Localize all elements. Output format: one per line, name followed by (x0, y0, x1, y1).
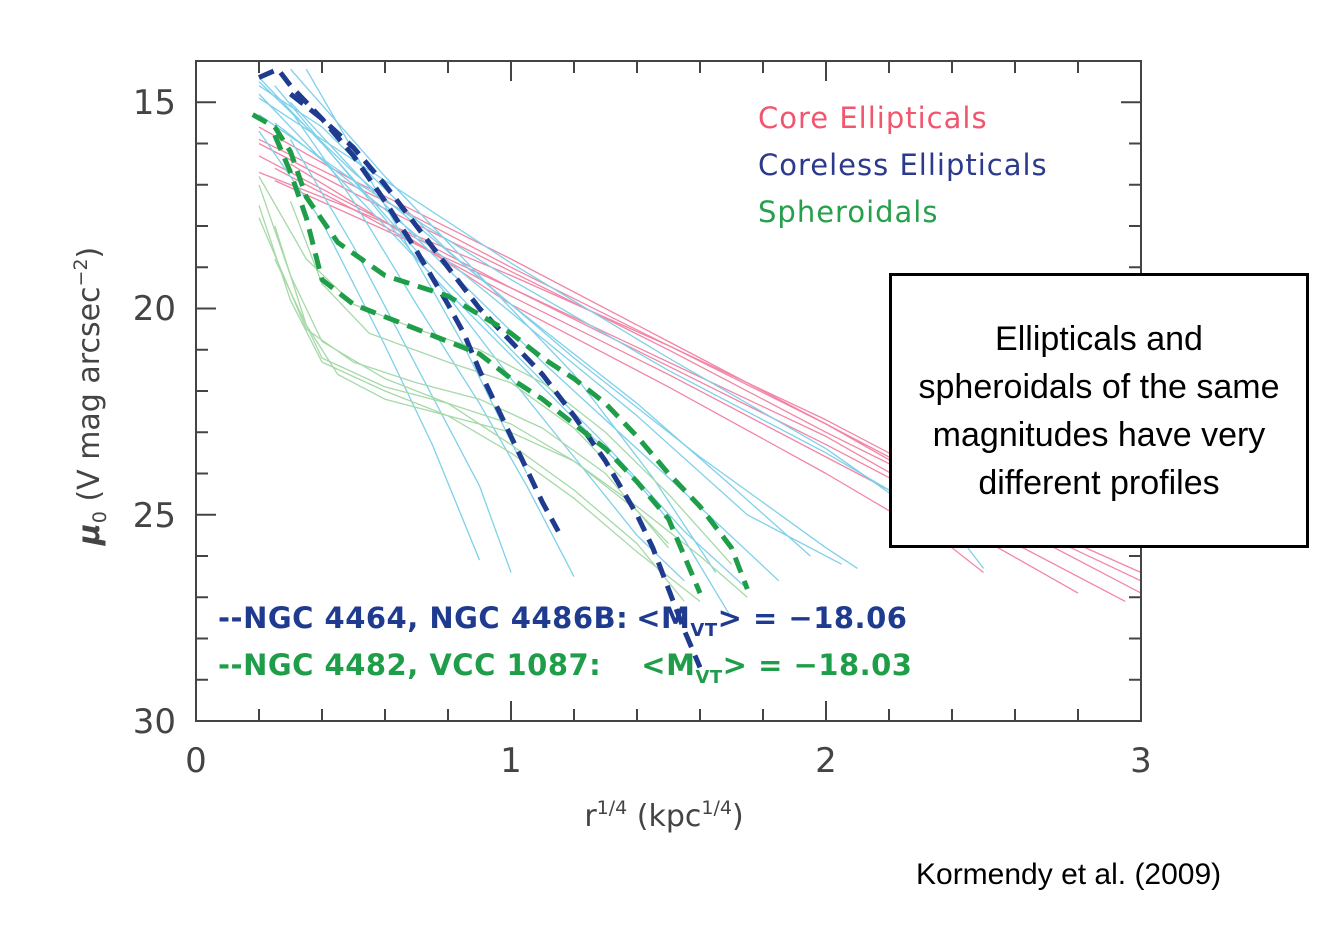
x-tick-label: 2 (815, 741, 837, 781)
y-tick-label: 20 (133, 289, 176, 329)
series-line-dashed (257, 66, 561, 533)
y-tick-labels: 15 20 25 30 (133, 83, 176, 742)
series-line (274, 85, 685, 582)
svg-text:--NGC 4464, NGC 4486B:<MVT> =: --NGC 4464, NGC 4486B: <MVT> = −18.06 (218, 601, 907, 641)
series-line-dashed (251, 112, 750, 590)
series-line (274, 258, 748, 598)
y-axis-label: μ0 (V mag arcsec−2) (70, 247, 111, 547)
annotation-ngc4464: --NGC 4464, NGC 4486B: <MVT> = −18.06 (218, 601, 907, 641)
series-line (289, 110, 575, 577)
x-tick-labels: 0 1 2 3 (185, 741, 1152, 781)
svg-text:--NGC 4482, VCC 1087:<MVT> = −: --NGC 4482, VCC 1087: <MVT> = −18.03 (218, 648, 913, 688)
series-line (258, 114, 985, 569)
series-line (258, 97, 921, 516)
series-line (290, 101, 780, 582)
annotation-mag-sub: VT (695, 667, 722, 688)
legend: Core Ellipticals Coreless Ellipticals Sp… (758, 101, 1048, 229)
y-tick-label: 15 (133, 83, 176, 123)
y-tick-label: 25 (133, 496, 176, 536)
legend-entry-coreless-ellipticals: Coreless Ellipticals (758, 148, 1048, 182)
citation: Kormendy et al. (2009) (916, 858, 1222, 891)
series-layer (251, 66, 1141, 669)
annotation-mag-prefix: <M (636, 601, 690, 635)
x-axis-label: r1/4 (kpc1/4) (584, 797, 743, 834)
series-line (289, 139, 512, 573)
series-line (274, 225, 669, 545)
annotation-mag-prefix: <M (641, 648, 695, 682)
callout-text: Ellipticals and spheroidals of the same … (918, 319, 1280, 502)
series-line-dashed (272, 134, 703, 595)
series-line (258, 93, 733, 619)
annotation-galaxies: --NGC 4464, NGC 4486B: (218, 601, 628, 635)
x-tick-label: 3 (1130, 741, 1152, 781)
series-line-dashed (288, 92, 703, 669)
series-line (274, 122, 843, 565)
y-tick-label: 30 (133, 702, 176, 742)
annotation-mag-value: > = −18.06 (718, 601, 908, 635)
annotation-galaxies: --NGC 4482, VCC 1087: (218, 648, 601, 682)
annotation-ngc4482: --NGC 4482, VCC 1087: <MVT> = −18.03 (218, 648, 913, 688)
annotation-mag-sub: VT (690, 620, 717, 641)
callout-box: Ellipticals and spheroidals of the same … (889, 273, 1309, 548)
legend-entry-core-ellipticals: Core Ellipticals (758, 101, 988, 135)
series-line (305, 68, 528, 474)
series-line (258, 176, 732, 565)
legend-entry-spheroidals: Spheroidals (758, 195, 938, 229)
series-line (258, 217, 669, 549)
series-line (258, 130, 481, 561)
annotation-mag-value: > = −18.03 (723, 648, 913, 682)
series-line (258, 81, 811, 557)
x-tick-label: 1 (500, 741, 522, 781)
series-line (289, 200, 622, 479)
x-tick-label: 0 (185, 741, 207, 781)
